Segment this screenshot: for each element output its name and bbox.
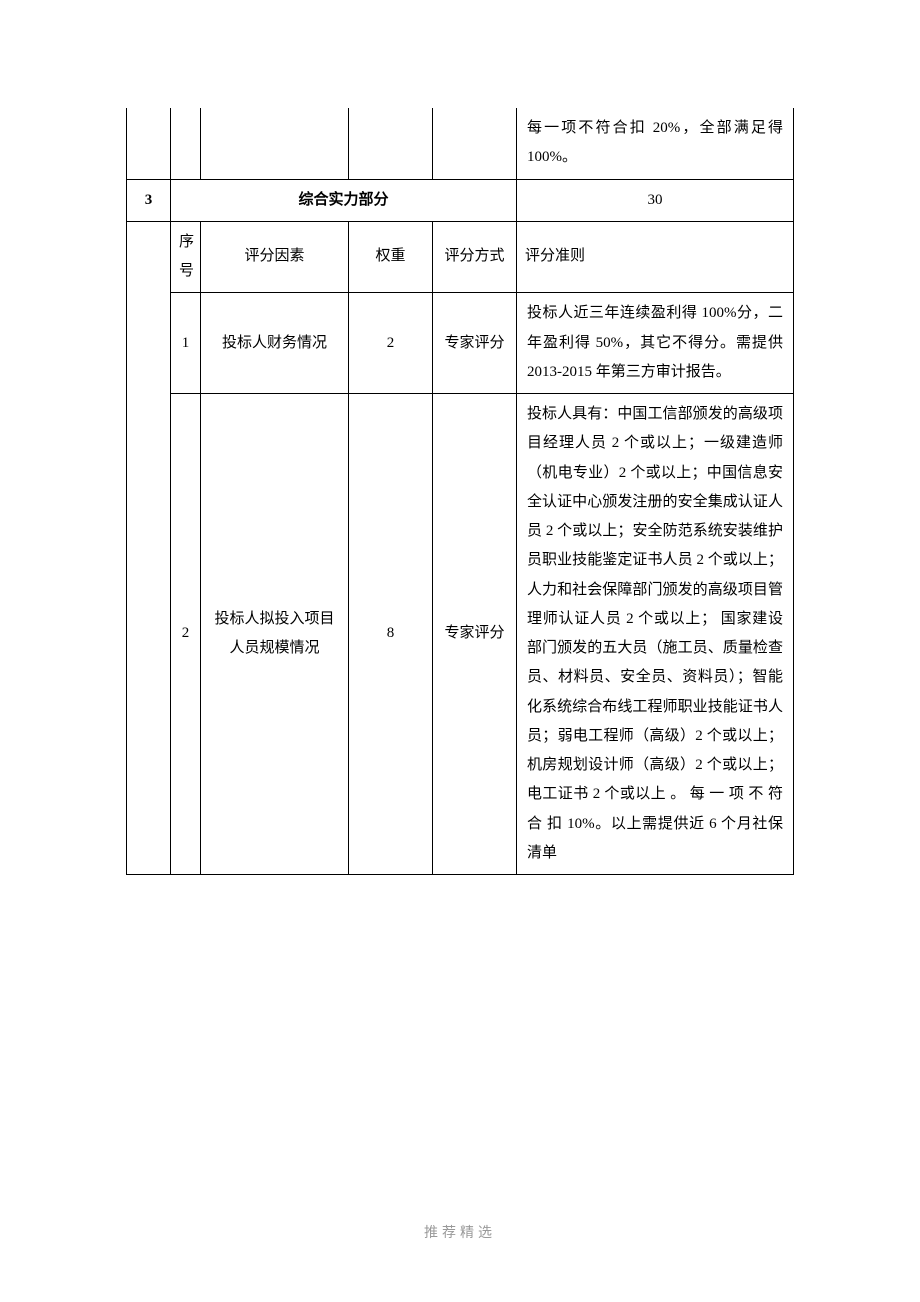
row2-method: 专家评分 <box>433 394 517 875</box>
section-index: 3 <box>127 179 171 221</box>
row2-factor: 投标人拟投入项目人员规模情况 <box>201 394 349 875</box>
data-row-1: 1 投标人财务情况 2 专家评分 投标人近三年连续盈利得 100%分，二年盈利得… <box>127 293 794 394</box>
top-rule-cell: 每一项不符合扣 20%，全部满足得 100%。 <box>517 108 794 179</box>
section-row: 3 综合实力部分 30 <box>127 179 794 221</box>
top-partial-row: 每一项不符合扣 20%，全部满足得 100%。 <box>127 108 794 179</box>
empty-seq <box>171 108 201 179</box>
row2-weight: 8 <box>349 394 433 875</box>
row1-method: 专家评分 <box>433 293 517 394</box>
empty-idx <box>127 108 171 179</box>
section-span <box>127 221 171 874</box>
footer-text: 推荐精选 <box>0 1222 920 1242</box>
section-score: 30 <box>517 179 794 221</box>
empty-weight <box>349 108 433 179</box>
row2-seq: 2 <box>171 394 201 875</box>
scoring-table: 每一项不符合扣 20%，全部满足得 100%。 3 综合实力部分 30 序号 评… <box>126 108 794 875</box>
header-weight: 权重 <box>349 221 433 293</box>
empty-method <box>433 108 517 179</box>
row1-weight: 2 <box>349 293 433 394</box>
header-rule: 评分准则 <box>517 221 794 293</box>
row2-rule: 投标人具有：中国工信部颁发的高级项目经理人员 2 个或以上；一级建造师（机电专业… <box>517 394 794 875</box>
header-method: 评分方式 <box>433 221 517 293</box>
row1-rule: 投标人近三年连续盈利得 100%分，二年盈利得 50%，其它不得分。需提供 20… <box>517 293 794 394</box>
section-title: 综合实力部分 <box>171 179 517 221</box>
row1-seq: 1 <box>171 293 201 394</box>
data-row-2: 2 投标人拟投入项目人员规模情况 8 专家评分 投标人具有：中国工信部颁发的高级… <box>127 394 794 875</box>
empty-factor <box>201 108 349 179</box>
header-row: 序号 评分因素 权重 评分方式 评分准则 <box>127 221 794 293</box>
header-seq: 序号 <box>171 221 201 293</box>
row1-factor: 投标人财务情况 <box>201 293 349 394</box>
header-factor: 评分因素 <box>201 221 349 293</box>
